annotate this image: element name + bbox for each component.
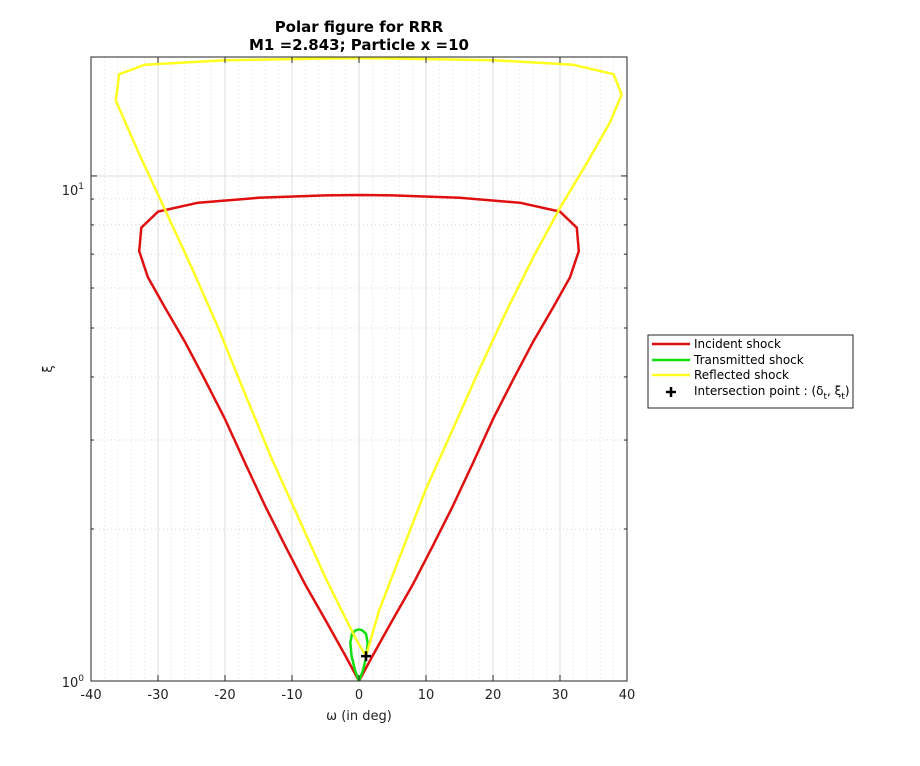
x-tick-label: 30 [552, 688, 569, 703]
legend-label-intersection: Intersection point : (δt, ξt) [694, 384, 850, 402]
x-axis-label: ω (in deg) [326, 709, 392, 724]
legend-marker-intersection [666, 387, 676, 397]
chart-title: Polar figure for RRR [275, 18, 444, 36]
x-tick-label: 20 [485, 688, 502, 703]
x-tick-labels: -40 -30 -20 -10 0 10 20 30 40 [80, 688, 635, 703]
x-tick-label: -30 [147, 688, 168, 703]
y-tick-label-10: 101 [62, 182, 84, 199]
legend: Incident shock Transmitted shock Reflect… [647, 334, 854, 409]
chart-subtitle: M1 =2.843; Particle x =10 [249, 36, 469, 54]
y-axis-label: ξ [41, 365, 56, 372]
intersection-layer [361, 651, 372, 662]
x-tick-label: 0 [355, 688, 363, 703]
legend-label-reflected: Reflected shock [694, 368, 789, 382]
x-tick-label: 10 [418, 688, 435, 703]
x-tick-label: 40 [619, 688, 636, 703]
x-tick-label: -40 [80, 688, 101, 703]
intersection-point-marker [361, 651, 372, 662]
legend-label-incident: Incident shock [694, 337, 781, 351]
tick-marks [90, 57, 628, 682]
x-tick-label: -10 [281, 688, 302, 703]
legend-label-transmitted: Transmitted shock [693, 353, 804, 367]
y-tick-label-1: 100 [62, 674, 85, 691]
legend-box [647, 334, 854, 409]
incident-shock-curve [137, 193, 581, 682]
x-tick-label: -20 [214, 688, 235, 703]
